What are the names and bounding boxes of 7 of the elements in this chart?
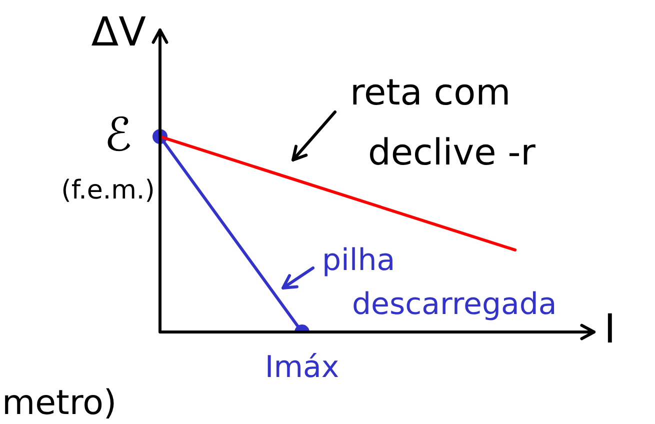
annotation: pilha descarregada [322, 242, 557, 322]
text: ℰ (f.e.m.) [61, 108, 155, 206]
annotation: reta com declive -r [350, 72, 536, 174]
x-axis-title: I [604, 306, 616, 352]
text: metro) [2, 382, 117, 423]
text: Imáx [264, 350, 340, 385]
y-axis-title: ΔV [91, 9, 147, 56]
